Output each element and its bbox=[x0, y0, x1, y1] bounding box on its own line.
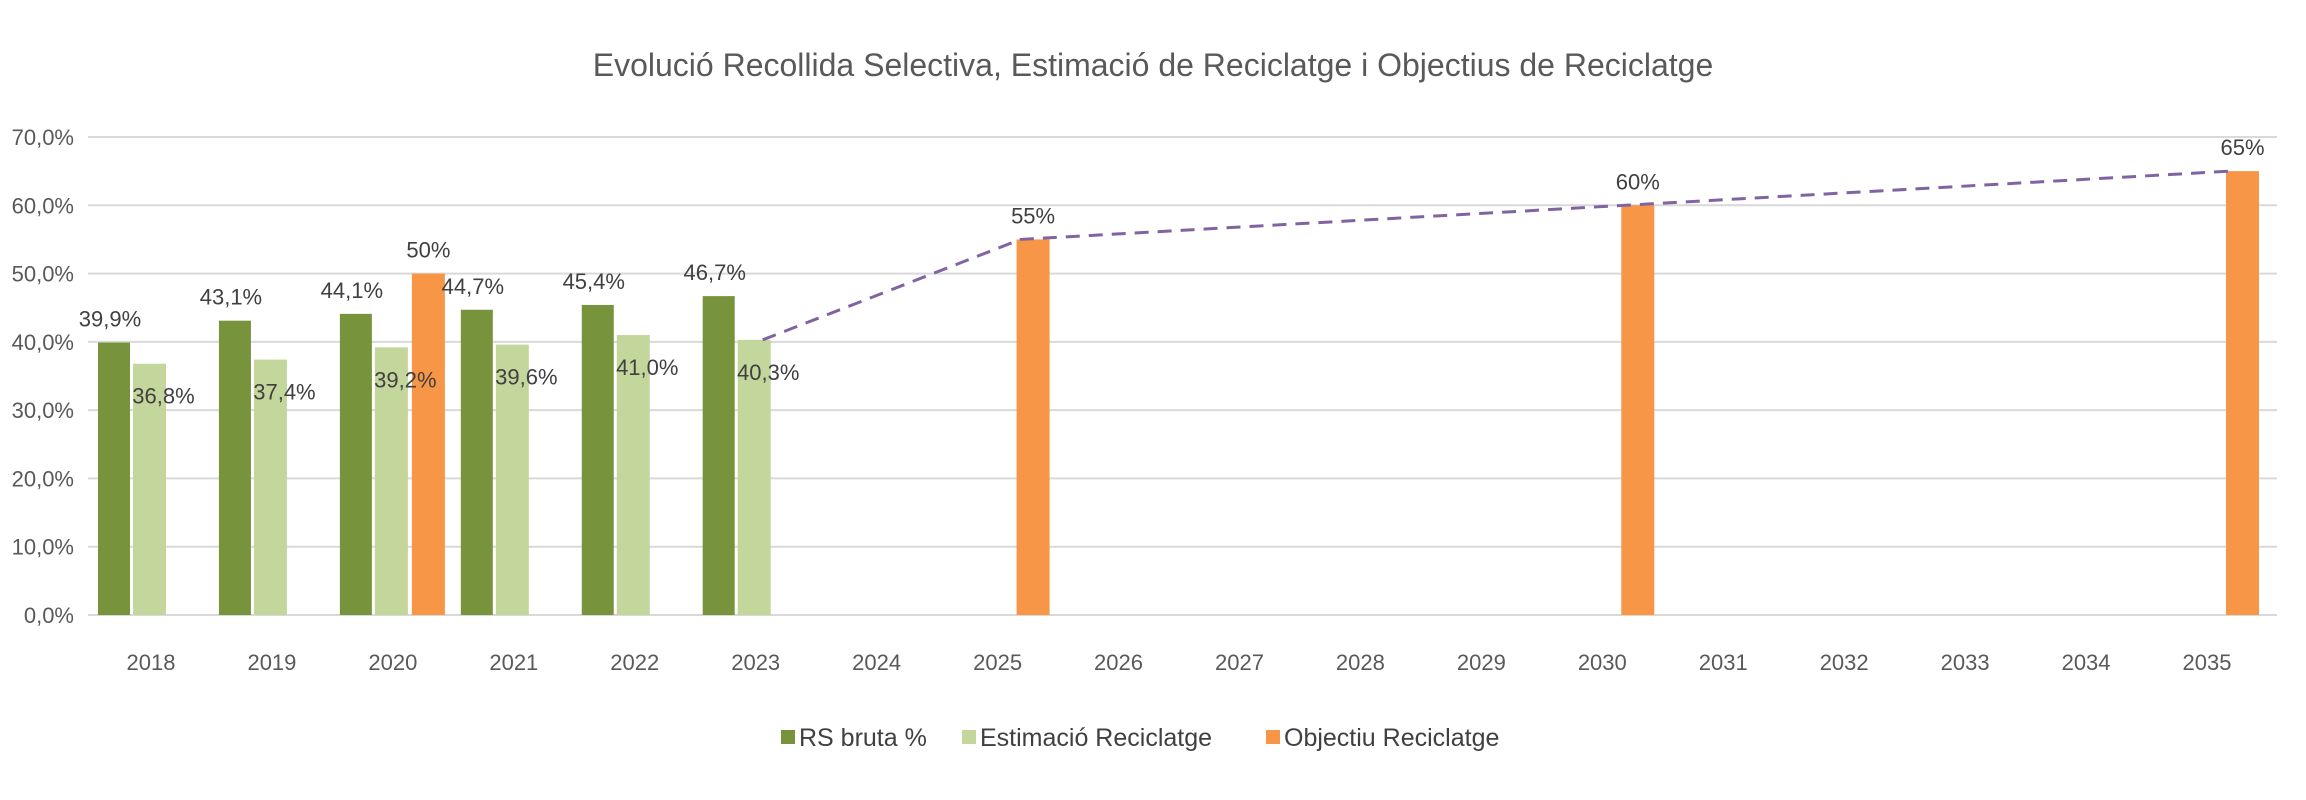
bar-rs-bruta--2019 bbox=[218, 320, 251, 615]
data-label: 36,8% bbox=[132, 384, 194, 409]
x-tick-label: 2028 bbox=[1336, 650, 1385, 675]
y-tick-label: 30,0% bbox=[12, 398, 74, 423]
data-label: 55% bbox=[1011, 203, 1055, 228]
bar-objectiu-reciclatge-2020 bbox=[411, 273, 445, 615]
legend-swatch bbox=[1266, 730, 1280, 744]
bar-objectiu-reciclatge-2035 bbox=[2226, 171, 2259, 615]
data-label: 43,1% bbox=[200, 285, 262, 310]
x-tick-label: 2023 bbox=[731, 650, 780, 675]
bar-estimaci-reciclatge-2021 bbox=[495, 344, 529, 615]
legend-label: Estimació Reciclatge bbox=[980, 724, 1212, 752]
data-label: 41,0% bbox=[616, 355, 678, 380]
y-tick-label: 10,0% bbox=[12, 535, 74, 560]
legend-label: Objectiu Reciclatge bbox=[1284, 724, 1499, 752]
chart-title: Evolució Recollida Selectiva, Estimació … bbox=[593, 47, 1714, 83]
x-tick-label: 2021 bbox=[489, 650, 538, 675]
legend-swatch bbox=[781, 730, 795, 744]
bar-rs-bruta--2022 bbox=[581, 304, 614, 615]
bar-rs-bruta--2020 bbox=[339, 313, 372, 615]
bar-estimaci-reciclatge-2022 bbox=[616, 335, 650, 615]
x-tick-label: 2026 bbox=[1094, 650, 1143, 675]
legend-swatch bbox=[962, 730, 976, 744]
bar-estimaci-reciclatge-2019 bbox=[253, 359, 287, 615]
x-tick-label: 2034 bbox=[2062, 650, 2111, 675]
legend: RS bruta % Estimació Reciclatge Objectiu R… bbox=[781, 724, 1499, 752]
x-tick-label: 2027 bbox=[1215, 650, 1264, 675]
data-label: 45,4% bbox=[563, 269, 625, 294]
trend-line-path bbox=[762, 169, 2231, 342]
y-tick-label: 0,0% bbox=[24, 603, 74, 628]
x-axis: 2018 2019 2020 2021 2022 2023 2024 2025 2026 2027… bbox=[127, 650, 2232, 675]
data-label: 65% bbox=[2220, 135, 2264, 160]
x-tick-label: 2031 bbox=[1699, 650, 1748, 675]
y-tick-label: 20,0% bbox=[12, 466, 74, 491]
data-label: 50% bbox=[406, 238, 450, 263]
x-tick-label: 2033 bbox=[1941, 650, 1990, 675]
data-labels: 39,9% 43,1% 44,1% 44,7% 45,4% 46,7% 36,8% 37,4%… bbox=[79, 135, 2265, 409]
bars bbox=[98, 171, 2259, 616]
y-tick-label: 70,0% bbox=[12, 125, 74, 150]
x-tick-label: 2019 bbox=[247, 650, 296, 675]
x-tick-label: 2029 bbox=[1457, 650, 1506, 675]
bar-estimaci-reciclatge-2020 bbox=[374, 347, 408, 615]
data-label: 39,2% bbox=[374, 367, 436, 392]
bar-estimaci-reciclatge-2018 bbox=[133, 363, 166, 615]
x-tick-label: 2032 bbox=[1820, 650, 1869, 675]
x-tick-label: 2018 bbox=[127, 650, 176, 675]
bar-objectiu-reciclatge-2025 bbox=[1016, 239, 1050, 615]
data-label: 39,9% bbox=[79, 307, 141, 332]
data-label: 44,7% bbox=[442, 274, 504, 299]
x-tick-label: 2025 bbox=[973, 650, 1022, 675]
trend-line bbox=[762, 169, 2231, 342]
bar-rs-bruta--2018 bbox=[98, 342, 130, 615]
x-tick-label: 2030 bbox=[1578, 650, 1627, 675]
y-tick-label: 50,0% bbox=[12, 262, 74, 287]
y-tick-label: 60,0% bbox=[12, 193, 74, 218]
bar-rs-bruta--2021 bbox=[460, 309, 493, 615]
bar-objectiu-reciclatge-2030 bbox=[1621, 205, 1655, 616]
data-label: 39,6% bbox=[495, 365, 557, 390]
bar-rs-bruta--2023 bbox=[702, 296, 735, 615]
x-tick-label: 2024 bbox=[852, 650, 901, 675]
legend-label: RS bruta % bbox=[799, 724, 927, 752]
data-label: 44,1% bbox=[321, 278, 383, 303]
data-label: 46,7% bbox=[684, 260, 746, 285]
x-tick-label: 2022 bbox=[610, 650, 659, 675]
data-label: 40,3% bbox=[737, 360, 799, 385]
gridlines bbox=[88, 136, 2277, 616]
x-tick-label: 2035 bbox=[2183, 650, 2232, 675]
data-label: 60% bbox=[1616, 169, 1660, 194]
y-axis: 0,0% 10,0% 20,0% 30,0% 40,0% 50,0% 60,0% 70,0% bbox=[12, 125, 74, 628]
bar-estimaci-reciclatge-2023 bbox=[737, 339, 771, 615]
data-label: 37,4% bbox=[253, 380, 315, 405]
x-tick-label: 2020 bbox=[368, 650, 417, 675]
y-tick-label: 40,0% bbox=[12, 330, 74, 355]
